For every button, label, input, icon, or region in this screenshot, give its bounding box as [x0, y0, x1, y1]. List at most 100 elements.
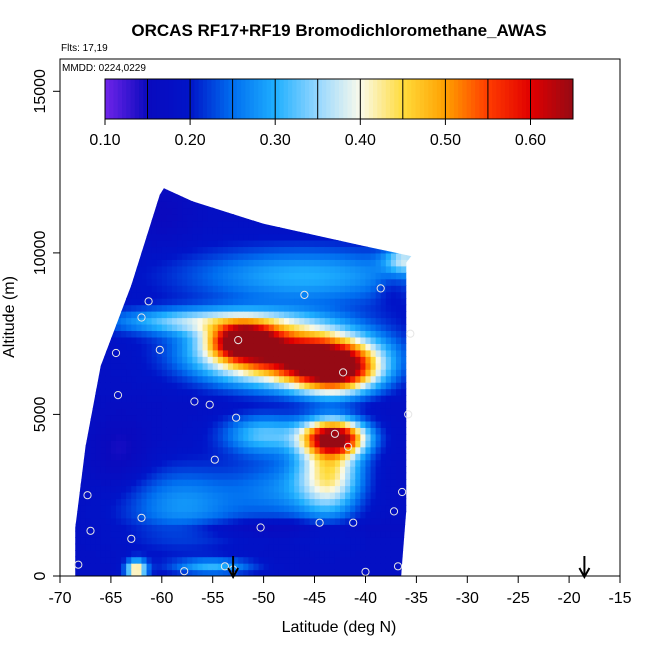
heatmap-cell	[370, 550, 377, 558]
heatmap-cell	[273, 524, 280, 532]
heatmap-cell	[105, 343, 112, 351]
heatmap-cell	[355, 530, 361, 538]
heatmap-cell	[75, 382, 81, 390]
heatmap-cell	[166, 330, 173, 338]
heatmap-cell	[100, 194, 107, 202]
heatmap-cell	[90, 459, 97, 467]
heatmap-cell	[146, 252, 153, 260]
heatmap-cell	[90, 304, 97, 312]
heatmap-cell	[166, 285, 173, 293]
heatmap-cell	[161, 498, 168, 506]
heatmap-cell	[263, 259, 270, 267]
heatmap-cell	[156, 427, 163, 435]
heatmap-cell	[370, 362, 377, 370]
heatmap-cell	[243, 220, 249, 228]
heatmap-cell	[100, 259, 107, 267]
heatmap-cell	[401, 194, 407, 202]
heatmap-cell	[95, 201, 102, 209]
colorbar-segment	[173, 79, 178, 119]
heatmap-cell	[278, 563, 285, 571]
heatmap-cell	[121, 265, 127, 273]
heatmap-cell	[166, 407, 173, 416]
heatmap-cell	[105, 285, 112, 293]
heatmap-cell	[80, 563, 87, 571]
heatmap-cell	[197, 504, 204, 512]
heatmap-cell	[385, 349, 392, 357]
heatmap-cell	[294, 530, 300, 538]
heatmap-cell	[324, 440, 331, 448]
heatmap-cell	[324, 285, 331, 293]
heatmap-cell	[390, 201, 397, 209]
heatmap-cell	[110, 511, 117, 519]
heatmap-cell	[314, 491, 321, 500]
heatmap-cell	[90, 537, 97, 545]
heatmap-cell	[217, 453, 224, 461]
heatmap-cell	[75, 246, 76, 254]
y-tick-label: 0	[32, 571, 49, 580]
heatmap-cell	[75, 252, 76, 260]
heatmap-cell	[263, 201, 270, 209]
heatmap-cell	[228, 453, 234, 461]
heatmap-cell	[151, 285, 158, 293]
heatmap-cell	[233, 498, 239, 506]
heatmap-cell	[131, 543, 137, 551]
heatmap-cell	[166, 382, 173, 390]
heatmap-cell	[90, 511, 97, 519]
heatmap-cell	[314, 433, 321, 441]
heatmap-cell	[401, 433, 407, 441]
heatmap-cell	[207, 298, 214, 306]
heatmap-cell	[172, 188, 178, 196]
heatmap-cell	[365, 323, 372, 332]
heatmap-cell	[85, 569, 92, 576]
heatmap-cell	[207, 278, 214, 286]
heatmap-cell	[156, 504, 163, 512]
heatmap-cell	[350, 246, 356, 254]
heatmap-cell	[172, 401, 178, 409]
heatmap-cell	[131, 194, 137, 202]
heatmap-cell	[207, 252, 214, 260]
heatmap-cell	[365, 395, 372, 403]
heatmap-cell	[365, 311, 372, 319]
heatmap-cell	[263, 362, 270, 370]
heatmap-cell	[304, 563, 311, 571]
heatmap-cell	[345, 259, 351, 267]
heatmap-cell	[156, 291, 163, 299]
heatmap-cell	[187, 524, 193, 532]
heatmap-cell	[75, 459, 76, 467]
heatmap-cell	[105, 298, 112, 306]
heatmap-cell	[116, 246, 122, 254]
heatmap-cell	[156, 188, 163, 189]
heatmap-cell	[380, 511, 387, 519]
heatmap-cell	[121, 395, 127, 403]
heatmap-cell	[319, 239, 326, 248]
heatmap-cell	[350, 382, 356, 390]
heatmap-cell	[370, 563, 377, 571]
heatmap-cell	[156, 543, 163, 551]
heatmap-cell	[228, 414, 234, 422]
heatmap-cell	[243, 388, 249, 396]
heatmap-cell	[258, 259, 265, 267]
colorbar-segment	[258, 79, 263, 119]
heatmap-cell	[141, 233, 148, 241]
heatmap-cell	[146, 272, 153, 280]
heatmap-cell	[172, 504, 178, 512]
heatmap-cell	[222, 188, 229, 196]
heatmap-cell	[90, 194, 97, 202]
heatmap-cell	[263, 311, 270, 319]
heatmap-cell	[105, 433, 112, 441]
heatmap-cell	[319, 401, 326, 409]
heatmap-cell	[222, 298, 229, 306]
heatmap-cell	[329, 511, 336, 519]
heatmap-cell	[95, 401, 102, 409]
heatmap-cell	[375, 278, 382, 286]
heatmap-cell	[166, 317, 173, 325]
heatmap-cell	[136, 201, 143, 209]
heatmap-cell	[273, 330, 280, 338]
heatmap-cell	[304, 201, 311, 209]
heatmap-cell	[182, 265, 188, 273]
heatmap-cell	[207, 375, 214, 383]
heatmap-cell	[309, 298, 316, 306]
heatmap-cell	[182, 440, 188, 448]
heatmap-cell	[278, 246, 285, 254]
heatmap-cell	[396, 369, 402, 377]
